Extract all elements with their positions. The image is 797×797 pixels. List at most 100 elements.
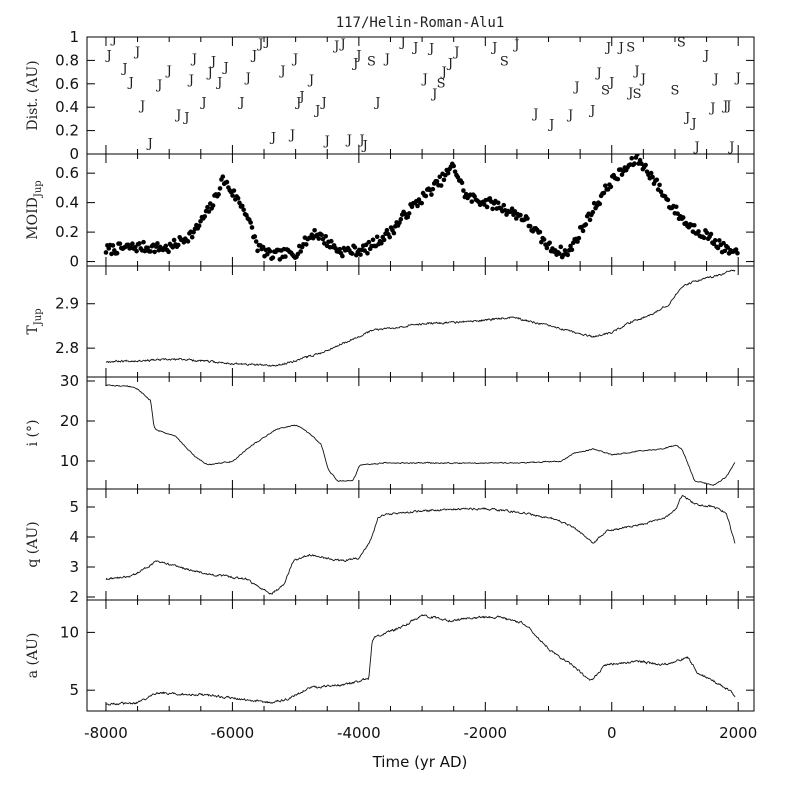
moid-point: [544, 245, 550, 251]
moid-point: [248, 220, 253, 225]
panel-frame-q: [86, 488, 755, 601]
encounter-marker-J: J: [411, 40, 418, 55]
y-axis-label-tjup: TJup: [25, 308, 44, 334]
encounter-marker-J: J: [734, 71, 741, 86]
moid-point: [438, 183, 444, 188]
moid-point: [202, 214, 208, 219]
y-tick-label-dist: 0.8: [55, 51, 79, 69]
encounter-marker-J: J: [490, 40, 497, 55]
moid-point: [525, 216, 530, 221]
moid-point: [237, 200, 242, 206]
encounter-marker-J: J: [250, 49, 257, 64]
y-tick-label-moid: 0.4: [55, 194, 79, 212]
moid-point: [712, 238, 718, 243]
encounter-marker-J: J: [313, 104, 320, 119]
moid-point: [513, 216, 519, 221]
encounter-marker-J: J: [452, 45, 459, 60]
moid-point: [409, 204, 415, 210]
moid-point: [571, 240, 576, 246]
x-tick-label: 0: [607, 724, 617, 742]
encounter-marker-J: J: [263, 35, 270, 50]
moid-point: [472, 194, 477, 199]
encounter-marker-J: J: [354, 49, 361, 64]
encounter-marker-J: J: [708, 101, 715, 116]
moid-point: [632, 161, 637, 166]
moid-point: [387, 234, 393, 240]
moid-point: [130, 241, 135, 246]
moid-point: [152, 249, 157, 255]
encounter-marker-J: J: [361, 139, 368, 154]
encounter-marker-J: J: [440, 65, 447, 80]
encounter-marker-J: J: [127, 75, 134, 90]
moid-point: [725, 245, 730, 250]
moid-point: [171, 237, 177, 243]
moid-point: [206, 209, 212, 214]
y-tick-label-dist: 0.6: [55, 75, 79, 93]
moid-point: [166, 249, 171, 255]
moid-point: [721, 240, 726, 246]
plot-area-incl: [105, 384, 736, 486]
y-tick-label-moid: 0: [69, 253, 79, 271]
encounter-marker-J: J: [190, 52, 197, 67]
moid-point: [340, 253, 345, 259]
encounter-marker-J: J: [110, 32, 117, 47]
x-tick-label: -6000: [211, 724, 255, 742]
moid-point: [402, 211, 408, 217]
moid-point: [349, 251, 355, 256]
moid-point: [265, 251, 270, 257]
x-tick-label: 2000: [719, 724, 757, 742]
encounter-marker-J: J: [209, 54, 216, 69]
encounter-marker-J: J: [692, 140, 699, 155]
moid-point: [629, 155, 635, 161]
y-tick-label-tjup: 2.9: [55, 295, 79, 313]
encounter-marker-J: J: [639, 72, 646, 87]
encounter-marker-J: J: [531, 107, 538, 122]
encounter-marker-J: J: [572, 80, 579, 95]
moid-point: [437, 174, 443, 180]
moid-point: [429, 192, 434, 197]
encounter-marker-J: J: [269, 130, 276, 145]
moid-point: [735, 250, 740, 256]
moid-point: [434, 179, 440, 184]
moid-point: [733, 247, 739, 252]
encounter-marker-J: J: [319, 95, 326, 110]
encounter-marker-J: J: [105, 49, 112, 64]
y-tick-label-incl: 20: [60, 412, 79, 430]
moid-point: [196, 223, 202, 229]
y-tick-label-q: 3: [69, 558, 79, 576]
moid-point: [320, 236, 326, 242]
encounter-marker-J: J: [221, 60, 228, 75]
moid-point: [634, 154, 640, 157]
y-tick-label-incl: 30: [60, 372, 79, 390]
y-tick-label-incl: 10: [60, 452, 79, 470]
encounter-marker-S: S: [437, 77, 446, 92]
encounter-marker-J: J: [278, 64, 285, 79]
panel-frame-a: [86, 599, 755, 712]
panel-frame-moid: [86, 153, 755, 267]
moid-point: [352, 245, 358, 250]
y-axis-label-a: a (AU): [25, 633, 41, 679]
moid-point: [210, 203, 216, 208]
moid-point: [541, 237, 547, 242]
moid-point: [365, 250, 370, 256]
moid-point: [323, 233, 329, 239]
moid-point: [231, 188, 237, 193]
plot-area-tjup: [105, 269, 736, 367]
moid-point: [185, 239, 191, 244]
moid-point: [657, 182, 662, 188]
moid-point: [603, 183, 608, 188]
encounter-marker-J: J: [446, 57, 453, 72]
encounter-marker-J: J: [399, 36, 406, 51]
encounter-marker-J: J: [244, 71, 251, 86]
encounter-marker-J: J: [338, 37, 345, 52]
x-axis-label: Time (yr AD): [372, 753, 468, 771]
moid-point: [451, 163, 456, 169]
moid-point: [576, 235, 582, 241]
moid-point: [583, 222, 589, 227]
y-axis-label-moid: MOIDJup: [25, 180, 44, 239]
moid-point: [217, 186, 223, 191]
moid-point: [587, 217, 593, 223]
